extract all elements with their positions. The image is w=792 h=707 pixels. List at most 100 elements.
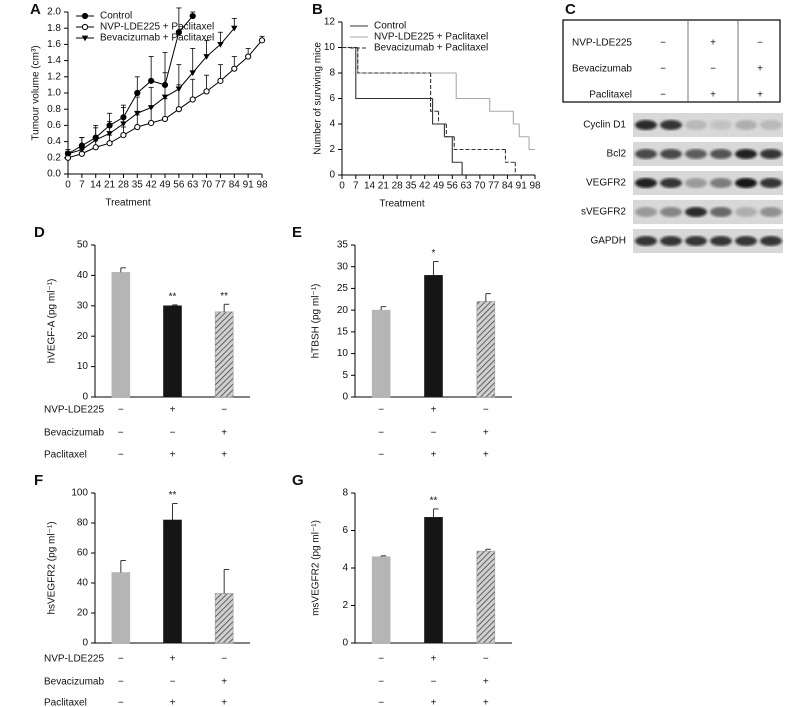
condition-box (562, 19, 781, 103)
significance-label: ** (220, 291, 228, 302)
step-segment (489, 98, 514, 112)
y-tick-label: 1.2 (47, 71, 61, 82)
bar (371, 556, 391, 644)
y-tick-label: 2 (342, 600, 348, 611)
bar (476, 550, 496, 644)
blot-band (735, 149, 757, 159)
x-tick-label: 14 (364, 181, 376, 192)
blot-band (685, 120, 707, 130)
panel-label: D (34, 224, 45, 241)
x-tick-label: 70 (201, 180, 213, 191)
y-tick-label: 6 (342, 525, 348, 536)
treatment-mark: − (378, 405, 384, 416)
blot-strip (633, 113, 783, 137)
marker (134, 89, 141, 97)
treatment-mark: + (431, 654, 437, 665)
treatment-mark: − (431, 677, 437, 688)
blot-band (635, 207, 657, 217)
panel-label: F (34, 472, 43, 489)
blot-band (710, 207, 732, 217)
blot-band (660, 207, 682, 217)
treatment-mark: − (118, 677, 124, 688)
y-tick-label: 1.8 (47, 23, 61, 34)
blot-band (660, 236, 682, 246)
marker (106, 131, 113, 137)
marker (134, 110, 141, 117)
step-segment (443, 124, 453, 138)
y-axis-label: Number of surviving mice (313, 42, 324, 155)
marker (175, 29, 182, 36)
y-tick-label: 0 (342, 392, 348, 403)
marker (92, 137, 99, 144)
x-tick-label: 84 (229, 180, 241, 191)
significance-label: ** (169, 490, 177, 501)
treatment-mark: − (170, 428, 176, 439)
y-tick-label: 0.0 (47, 169, 61, 180)
marker (231, 65, 238, 72)
y-tick-label: 1.6 (47, 39, 61, 50)
bar (214, 311, 234, 398)
significance-label: * (432, 248, 436, 259)
y-tick-label: 25 (337, 283, 349, 294)
treatment-mark: − (378, 654, 384, 665)
y-tick-label: 80 (77, 518, 89, 529)
treatment-name: NVP-LDE225 (44, 654, 104, 665)
bar (424, 275, 443, 398)
treatment-mark: − (483, 405, 489, 416)
band-label: Bcl2 (607, 149, 627, 160)
marker (81, 12, 89, 20)
blot-band (635, 236, 657, 246)
marker (92, 144, 99, 151)
y-tick-label: 0.6 (47, 120, 61, 131)
legend-label: Bevacizumab + Paclitaxel (100, 33, 214, 44)
significance-label: ** (430, 496, 438, 507)
condition-mark: − (660, 38, 666, 49)
marker (258, 37, 266, 44)
x-tick-label: 98 (529, 181, 541, 192)
condition-name: Paclitaxel (589, 90, 632, 101)
y-tick-label: 40 (77, 578, 89, 589)
marker (245, 53, 252, 60)
blot-band (735, 207, 757, 217)
step-segment (445, 124, 455, 138)
step-segment (455, 73, 490, 100)
y-tick-label: 20 (337, 305, 349, 316)
x-tick-label: 21 (104, 180, 116, 191)
x-tick-label: 56 (173, 180, 185, 191)
x-tick-label: 7 (79, 180, 85, 191)
y-tick-label: 0 (342, 638, 348, 649)
blot-band (685, 236, 707, 246)
panel-label: A (30, 1, 41, 18)
x-tick-label: 56 (447, 181, 459, 192)
treatment-name: NVP-LDE225 (44, 405, 104, 416)
step-segment (430, 73, 439, 112)
y-tick-label: 30 (337, 261, 349, 272)
y-tick-label: 2 (329, 144, 335, 155)
band-label: Cyclin D1 (583, 120, 626, 131)
treatment-mark: + (221, 450, 227, 461)
treatment-mark: − (378, 450, 384, 461)
y-axis-label: msVEGFR2 (pg ml⁻¹) (311, 520, 322, 616)
treatment-mark: − (378, 698, 384, 707)
x-tick-label: 77 (488, 181, 500, 192)
x-tick-label: 98 (256, 180, 268, 191)
y-tick-label: 0 (82, 392, 88, 403)
treatment-mark: + (483, 450, 489, 461)
treatment-mark: − (378, 677, 384, 688)
y-tick-label: 30 (77, 300, 89, 311)
y-tick-label: 15 (337, 326, 349, 337)
condition-mark: + (710, 90, 716, 101)
significance-label: ** (169, 292, 177, 303)
y-tick-label: 0.4 (47, 136, 61, 147)
x-tick-label: 63 (461, 181, 473, 192)
panel-label: B (312, 1, 323, 18)
legend-label: NVP-LDE225 + Paclitaxel (374, 32, 488, 43)
blot-band (635, 178, 657, 188)
x-tick-label: 91 (516, 181, 528, 192)
marker (120, 121, 127, 127)
panel-label: G (292, 472, 304, 489)
band-label: GAPDH (590, 236, 626, 247)
